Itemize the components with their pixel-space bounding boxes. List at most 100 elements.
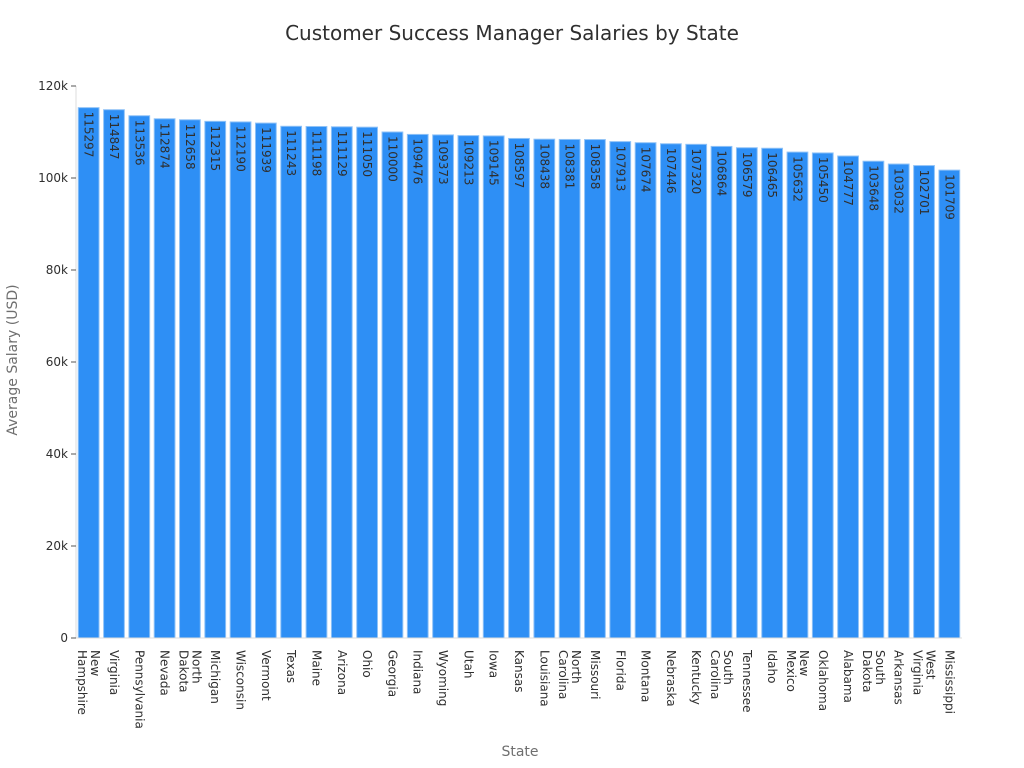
bar-value-label: 107674 [639, 147, 653, 193]
bar-value-label: 103032 [892, 168, 906, 214]
bar [887, 163, 910, 639]
bar [634, 142, 657, 639]
bar [685, 143, 708, 639]
y-tick-label: 120k [38, 79, 68, 93]
x-tick-label: Virginia [107, 650, 121, 695]
x-tick-label: Indiana [411, 650, 425, 694]
bar-value-label: 108381 [563, 143, 577, 189]
x-tick-label: Tennessee [740, 649, 754, 713]
y-tick-label: 40k [46, 447, 68, 461]
x-tick-label: NewHampshire [75, 650, 102, 715]
y-tick-label: 80k [46, 263, 68, 277]
bar-value-label: 111050 [360, 131, 374, 177]
bar [406, 133, 429, 639]
bar [103, 109, 125, 639]
x-tick-label: SouthCarolina [708, 650, 735, 699]
x-axis: NewHampshire Virginia Pennsylvania Nevada No… [75, 637, 962, 729]
bar-value-label: 106579 [740, 152, 754, 198]
bar-value-label: 111939 [259, 127, 273, 173]
x-tick-label: Idaho [765, 650, 779, 683]
bar [609, 141, 632, 639]
bar-value-label: 107446 [664, 148, 678, 194]
bar [381, 131, 404, 639]
y-tick-label: 60k [46, 355, 68, 369]
x-tick-label: Arkansas [892, 650, 906, 705]
x-tick-label: Utah [461, 650, 475, 678]
x-tick-label: Texas [284, 649, 298, 683]
bar-value-label: 112874 [158, 123, 172, 169]
bar-value-label: 112190 [234, 126, 248, 172]
bar-value-label: 112658 [183, 124, 197, 170]
bar-value-label: 105632 [790, 156, 804, 202]
bar-value-label: 104777 [841, 160, 855, 206]
bar-value-label: 108597 [512, 142, 526, 188]
x-tick-label: Iowa [487, 650, 501, 678]
bar [77, 107, 100, 639]
bar [533, 138, 556, 639]
bar [811, 152, 834, 639]
x-tick-label: Maine [309, 650, 323, 686]
bar [913, 165, 935, 639]
bar-value-label: 107320 [689, 148, 703, 194]
y-axis-title: Average Salary (USD) [5, 284, 21, 435]
bar-value-label: 108438 [537, 143, 551, 189]
x-tick-label: NewMexico [784, 650, 811, 692]
x-tick-label: Kansas [512, 650, 526, 692]
x-tick-label: Louisiana [537, 650, 551, 707]
x-tick-label: WestVirginia [911, 650, 938, 695]
bar [128, 115, 151, 639]
bar [938, 169, 961, 639]
x-tick-label: Vermont [259, 650, 273, 701]
x-tick-label: Nebraska [664, 650, 678, 707]
x-tick-label: Missouri [588, 650, 602, 699]
bar-value-label: 106864 [715, 150, 729, 196]
bar [330, 126, 353, 639]
bar-value-label: 113536 [132, 120, 146, 166]
bar-value-label: 109213 [461, 140, 475, 186]
bar-value-label: 111129 [335, 131, 349, 177]
bar-value-label: 111243 [284, 130, 298, 176]
bar-value-label: 103648 [866, 165, 880, 211]
x-tick-label: Georgia [385, 650, 399, 697]
bar [710, 145, 733, 639]
bar [432, 134, 454, 639]
bar [179, 119, 201, 639]
x-tick-label: Oklahoma [816, 650, 830, 711]
y-axis: 0 20k 40k 60k 80k 100k 120k [38, 79, 77, 645]
bar [837, 155, 859, 639]
bar [153, 118, 176, 639]
bar-value-label: 106465 [765, 152, 779, 198]
bar [305, 125, 328, 639]
bar [356, 126, 378, 639]
x-tick-label: NorthCarolina [556, 650, 583, 699]
x-tick-label: Mississippi [942, 650, 956, 714]
bar [280, 125, 303, 639]
bar [204, 120, 227, 639]
bar [862, 160, 885, 639]
bar-value-labels: 115297 114847 113536 112874 112658 112315 1121… [82, 112, 957, 220]
x-tick-label: Alabama [841, 650, 855, 703]
x-axis-title: State [501, 744, 538, 760]
bar-value-label: 102701 [917, 170, 931, 216]
bar-value-label: 108358 [588, 144, 602, 190]
bar [786, 151, 809, 639]
x-tick-label: Montana [639, 650, 653, 702]
x-tick-label: NorthDakota [176, 650, 203, 693]
x-tick-label: Kentucky [689, 650, 703, 705]
bar-value-label: 109373 [436, 139, 450, 185]
y-tick-label: 100k [38, 171, 68, 185]
bar-value-label: 112315 [208, 125, 222, 171]
bar [457, 135, 480, 639]
bar [660, 143, 682, 639]
x-tick-label: Ohio [360, 650, 374, 678]
bar [761, 147, 784, 639]
bar [735, 147, 758, 639]
bar-value-label: 111198 [309, 130, 323, 176]
x-tick-label: Pennsylvania [132, 650, 146, 729]
bar-value-label: 101709 [942, 174, 956, 220]
y-tick-label: 20k [46, 539, 68, 553]
bar [229, 121, 252, 639]
x-tick-label: Florida [613, 650, 627, 691]
